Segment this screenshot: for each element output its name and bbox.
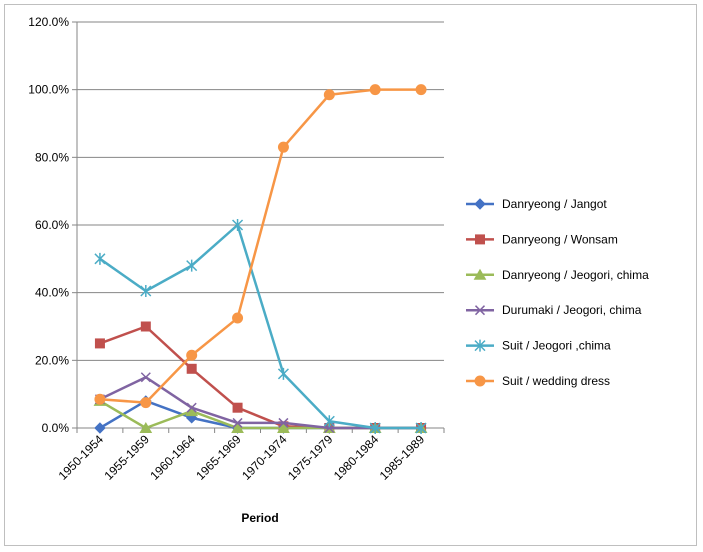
data-point-durumaki-jeogori-chima — [232, 417, 243, 428]
legend-label-danryeong-jeogori-chima: Danryeong / Jeogori, chima — [502, 268, 649, 282]
legend-marker-durumaki-jeogori-chima — [474, 305, 486, 316]
x-tick-label: 1970-1974 — [239, 432, 290, 483]
y-tick-label: 120.0% — [28, 15, 69, 29]
legend-label-suit-jeogori-chima: Suit / Jeogori ,chima — [502, 339, 611, 353]
x-tick-label: 1960-1964 — [147, 432, 198, 483]
y-tick-label: 20.0% — [35, 353, 69, 367]
data-point-suit-wedding-dress — [277, 141, 289, 153]
x-tick-label: 1975-1979 — [285, 432, 336, 483]
data-point-danryeong-jeogori-chima — [277, 422, 290, 433]
data-point-suit-jeogori-chima — [415, 422, 427, 434]
series-line-suit-wedding-dress — [99, 88, 422, 404]
data-point-suit-wedding-dress — [94, 393, 106, 405]
x-tick-label: 1965-1969 — [193, 432, 244, 483]
data-point-danryeong-wonsam — [232, 402, 243, 413]
data-point-danryeong-wonsam — [140, 321, 151, 332]
data-point-durumaki-jeogori-chima — [278, 417, 289, 428]
chart-area — [4, 4, 697, 546]
data-point-suit-jeogori-chima — [140, 284, 152, 297]
legend-label-danryeong-wonsam: Danryeong / Wonsam — [502, 232, 618, 246]
legend-marker-danryeong-wonsam — [475, 234, 485, 245]
x-tick-label: 1985-1989 — [377, 432, 428, 483]
data-point-suit-wedding-dress — [140, 397, 152, 409]
data-point-suit-jeogori-chima — [94, 252, 106, 265]
data-point-suit-jeogori-chima — [323, 415, 335, 428]
y-tick-label: 80.0% — [35, 150, 69, 164]
legend-marker-suit-wedding-dress — [474, 375, 486, 387]
data-point-suit-wedding-dress — [415, 84, 427, 96]
data-point-durumaki-jeogori-chima — [186, 402, 197, 413]
data-point-suit-jeogori-chima — [232, 219, 244, 231]
data-point-suit-wedding-dress — [186, 349, 198, 361]
data-point-danryeong-wonsam — [94, 338, 105, 349]
y-tick-label: 60.0% — [35, 218, 69, 232]
x-tick-label: 1955-1959 — [101, 432, 152, 483]
data-point-danryeong-jeogori-chima — [231, 422, 244, 433]
series-line-suit-jeogori-chima — [99, 223, 422, 430]
data-point-danryeong-wonsam — [186, 363, 197, 374]
legend-label-durumaki-jeogori-chima: Durumaki / Jeogori, chima — [502, 303, 642, 317]
y-tick-label: 0.0% — [42, 421, 70, 435]
x-tick-label: 1980-1984 — [331, 432, 382, 483]
data-point-danryeong-jeogori-chima — [139, 422, 153, 433]
y-tick-label: 40.0% — [35, 286, 69, 300]
data-point-durumaki-jeogori-chima — [140, 372, 151, 383]
data-point-suit-jeogori-chima — [369, 422, 381, 434]
legend-marker-danryeong-jangot — [474, 198, 486, 210]
data-point-danryeong-jangot — [94, 422, 106, 434]
legend-marker-suit-jeogori-chima — [474, 339, 486, 352]
data-point-suit-wedding-dress — [232, 312, 244, 324]
x-tick-label: 1950-1954 — [56, 432, 107, 483]
data-point-suit-jeogori-chima — [186, 259, 198, 272]
y-tick-label: 100.0% — [28, 83, 69, 97]
series-line-danryeong-wonsam — [99, 325, 422, 430]
legend-label-suit-wedding-dress: Suit / wedding dress — [502, 374, 610, 388]
data-point-suit-jeogori-chima — [277, 367, 289, 380]
data-point-suit-wedding-dress — [369, 84, 381, 96]
legend-marker-danryeong-jeogori-chima — [473, 268, 487, 280]
legend-label-danryeong-jangot: Danryeong / Jangot — [502, 197, 607, 211]
data-point-suit-wedding-dress — [323, 89, 335, 101]
x-axis-title: Period — [241, 511, 278, 525]
